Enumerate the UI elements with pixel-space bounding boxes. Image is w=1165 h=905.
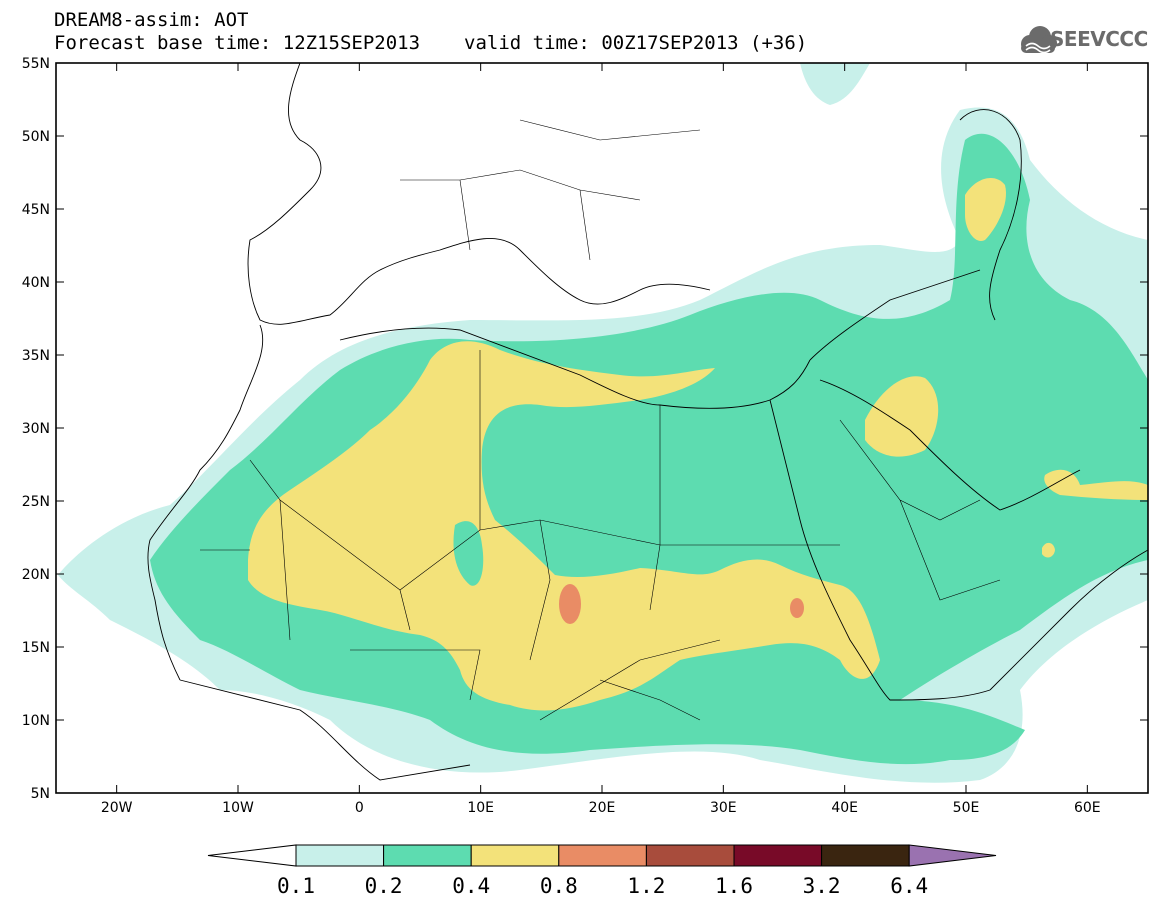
colorbar-level-label: 6.4 <box>890 874 928 898</box>
colorbar-box <box>645 844 735 867</box>
country-borders <box>200 119 1001 721</box>
aot-field <box>58 63 1148 783</box>
aot-level-0.1-region <box>800 63 870 105</box>
colorbar-box <box>470 844 560 867</box>
aot-level-0.4-region <box>865 376 939 457</box>
lon-tick-label: 10W <box>222 800 254 816</box>
cloud-icon <box>1021 26 1057 54</box>
colorbar-level-label: 0.8 <box>540 874 578 898</box>
valid-time: valid time: 00Z17SEP2013 (+36) <box>464 32 808 54</box>
axis-ticks: 20W 10W 0 10E 20E 30E 40E 50E 60E 55N 50N 45N 40N 35N… <box>22 56 1148 816</box>
lat-tick-label: 40N <box>22 275 50 291</box>
aot-level-0.4-region <box>1044 469 1148 500</box>
colorbar-level-label: 0.2 <box>365 874 403 898</box>
colorbar-level-label: 3.2 <box>803 874 841 898</box>
lat-tick-label: 30N <box>22 421 50 437</box>
time-info: Forecast base time: 12Z15SEP2013 valid ti… <box>54 32 807 54</box>
lat-tick-label: 45N <box>22 202 50 218</box>
lon-tick-label: 20W <box>101 800 133 816</box>
lon-tick-label: 50E <box>953 800 980 816</box>
colorbar: 0.1 0.2 0.4 0.8 1.2 1.6 3.2 6.4 <box>207 844 997 898</box>
colorbar-level-label: 0.1 <box>277 874 315 898</box>
lat-tick-label: 20N <box>22 567 50 583</box>
aot-level-0.4-region <box>1042 542 1055 558</box>
lat-tick-label: 15N <box>22 640 50 656</box>
colorbar-over-triangle <box>908 844 997 867</box>
colorbar-box <box>821 844 910 867</box>
lat-tick-label: 50N <box>22 129 50 145</box>
lat-tick-label: 5N <box>31 786 50 802</box>
base-time: Forecast base time: 12Z15SEP2013 <box>54 32 421 54</box>
brand-logo: SEEVCCC <box>1050 27 1148 51</box>
colorbar-level-label: 1.6 <box>715 874 753 898</box>
lon-tick-label: 20E <box>589 800 616 816</box>
lat-tick-label: 35N <box>22 348 50 364</box>
aot-level-0.2-region <box>453 521 484 586</box>
colorbar-under-triangle <box>207 844 297 867</box>
colorbar-box <box>733 844 823 867</box>
colorbar-box <box>558 844 647 867</box>
lat-tick-label: 25N <box>22 494 50 510</box>
lon-tick-label: 0 <box>355 800 364 816</box>
colorbar-box <box>295 844 385 867</box>
aot-level-0.4-region <box>965 177 1006 241</box>
lat-tick-label: 55N <box>22 56 50 72</box>
lon-tick-label: 10E <box>467 800 494 816</box>
colorbar-box <box>383 844 472 867</box>
aot-level-0.4-region <box>248 341 880 711</box>
lon-tick-label: 30E <box>710 800 737 816</box>
aot-level-0.8-region <box>790 598 804 618</box>
lat-tick-label: 10N <box>22 713 50 729</box>
lon-tick-label: 60E <box>1074 800 1101 816</box>
coastlines <box>147 63 1148 781</box>
aot-level-0.8-region <box>559 584 581 624</box>
lon-tick-label: 40E <box>831 800 858 816</box>
colorbar-level-label: 1.2 <box>627 874 665 898</box>
chart-title: DREAM8-assim: AOT <box>54 9 249 31</box>
colorbar-level-label: 0.4 <box>452 874 490 898</box>
